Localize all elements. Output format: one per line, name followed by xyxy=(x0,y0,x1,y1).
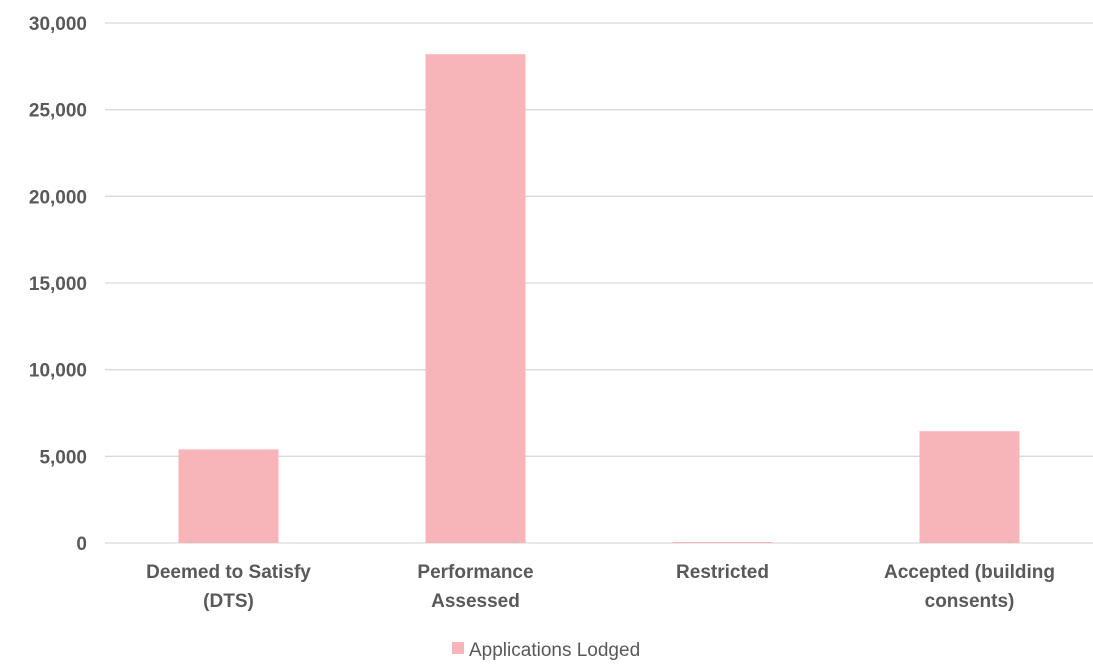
y-tick-label: 30,000 xyxy=(29,14,87,35)
x-axis-ticks: Deemed to Satisfy (DTS) Performance Assesse… xyxy=(146,562,1055,612)
x-tick-label: Performance Assessed xyxy=(417,562,533,612)
y-tick-label: 15,000 xyxy=(29,274,87,295)
legend-label: Applications Lodged xyxy=(469,640,640,660)
bar xyxy=(178,449,279,543)
y-tick-label: 5,000 xyxy=(39,447,87,468)
y-tick-label: 25,000 xyxy=(29,101,87,122)
y-tick-label: 10,000 xyxy=(29,361,87,382)
y-axis-ticks: 0 5,000 10,000 15,000 20,000 25,000 30,000 xyxy=(29,14,87,555)
x-tick-label: Accepted (building consents) xyxy=(884,562,1055,612)
bar xyxy=(425,54,526,543)
bar xyxy=(672,541,773,543)
x-tick-label: Restricted xyxy=(676,562,769,583)
y-tick-label: 20,000 xyxy=(29,187,87,208)
legend: Applications Lodged xyxy=(452,640,640,661)
bars xyxy=(178,54,1020,543)
bar xyxy=(919,431,1020,543)
legend-swatch xyxy=(452,642,464,654)
x-tick-label: Deemed to Satisfy (DTS) xyxy=(146,562,311,612)
y-tick-label: 0 xyxy=(76,534,87,555)
